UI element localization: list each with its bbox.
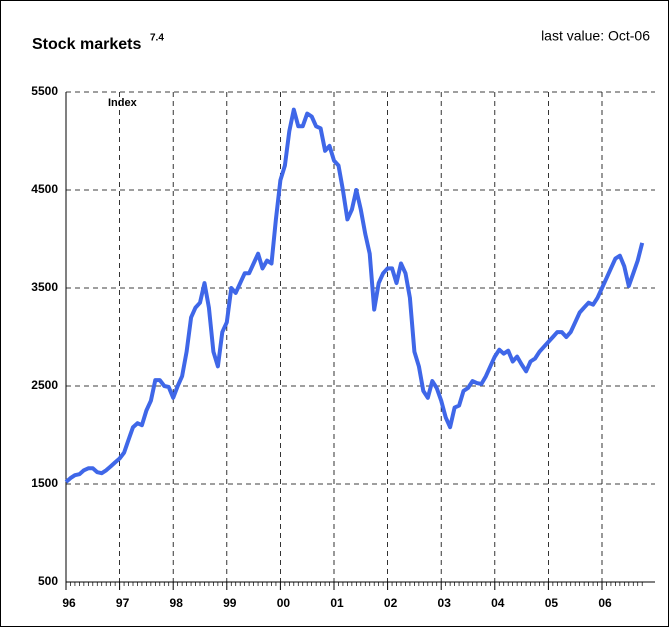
y-tick-label: 3500 <box>31 280 58 294</box>
y-tick-label: 2500 <box>31 378 58 392</box>
title-superscript: 7.4 <box>150 33 164 44</box>
y-axis-label: Index <box>108 97 138 109</box>
x-tick-label: 97 <box>116 596 130 610</box>
x-tick-label: 01 <box>330 596 344 610</box>
x-tick-label: 98 <box>170 596 184 610</box>
x-tick-label: 05 <box>545 596 559 610</box>
x-tick-label: 06 <box>598 596 612 610</box>
subtitle: last value: Oct-06 <box>541 28 650 44</box>
x-tick-label: 04 <box>491 596 505 610</box>
x-tick-label: 02 <box>384 596 398 610</box>
x-tick-label: 96 <box>62 596 76 610</box>
y-tick-label: 4500 <box>31 182 58 196</box>
x-tick-label: 99 <box>223 596 237 610</box>
x-tick-label: 00 <box>277 596 291 610</box>
y-tick-label: 1500 <box>31 476 58 490</box>
line-series <box>64 107 645 484</box>
y-tick-label: 5500 <box>31 84 58 98</box>
chart-title: Stock markets <box>32 36 141 53</box>
x-tick-label: 03 <box>438 596 452 610</box>
y-tick-label: 500 <box>38 574 58 588</box>
